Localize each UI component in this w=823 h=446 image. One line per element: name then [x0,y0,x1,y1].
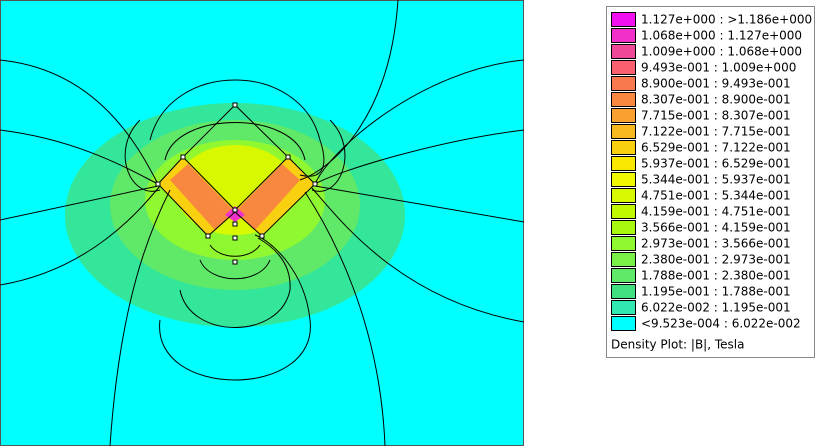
flux-line [199,259,271,280]
flux-line [304,191,386,446]
flux-line [0,59,159,185]
legend-swatch [611,220,636,235]
legend-swatch [611,124,636,139]
flux-line [209,244,261,257]
legend-label: 1.195e-001 : 1.788e-001 [641,285,791,299]
node [232,259,238,265]
legend-label: 1.009e+000 : 1.068e+000 [641,45,802,59]
magnet-hot [235,164,300,230]
flux-line [311,187,525,323]
legend-swatch [611,284,636,299]
legend-swatch [611,204,636,219]
flux-lines [0,0,525,446]
legend-swatch [611,268,636,283]
magnet-hot [170,164,235,230]
legend-swatch [611,316,636,331]
legend-label: <9.523e-004 : 6.022e-002 [641,317,801,331]
flux-line [0,129,159,185]
node [232,102,238,108]
legend-label: 1.127e+000 : >1.186e+000 [641,13,812,27]
node [180,154,186,160]
flux-line [149,79,325,177]
flux-line [109,189,171,446]
flux-line [159,234,311,381]
legend-label: 1.068e+000 : 1.127e+000 [641,29,802,43]
node [232,207,238,213]
flux-line [179,237,291,328]
legend-swatch [611,172,636,187]
legend-label: 1.788e-001 : 2.380e-001 [641,269,791,283]
legend-title: Density Plot: |B|, Tesla [611,338,744,352]
legend-label: 7.715e-001 : 8.307e-001 [641,109,791,123]
legend-label: 8.307e-001 : 8.900e-001 [641,93,791,107]
field-plot [0,0,525,446]
legend-swatch [611,92,636,107]
legend-swatch [611,28,636,43]
legend-swatch [611,156,636,171]
legend-swatch [611,44,636,59]
legend-label: 7.122e-001 : 7.715e-001 [641,125,791,139]
legend-label: 4.751e-001 : 5.344e-001 [641,189,791,203]
node [232,221,238,227]
magnet-peak [225,206,245,222]
flux-line [0,185,159,221]
node [312,181,318,187]
legend-label: 4.159e-001 : 4.751e-001 [641,205,791,219]
flux-line [164,122,306,161]
flux-line [311,119,346,192]
flux-line [299,0,399,181]
node [155,181,161,187]
nodes [155,102,318,265]
legend-swatch [611,12,636,27]
flux-line [314,59,525,185]
legend-swatch [611,60,636,75]
legend-swatch [611,236,636,251]
legend-swatch [611,140,636,155]
node [232,235,238,241]
legend-box [606,6,815,358]
legend-swatch [611,300,636,315]
legend-label: 8.900e-001 : 9.493e-001 [641,77,791,91]
legend-label: 5.344e-001 : 5.937e-001 [641,173,791,187]
legend-label: 2.973e-001 : 3.566e-001 [641,237,791,251]
flux-line [0,185,161,286]
legend-label: 6.022e-002 : 1.195e-001 [641,301,791,315]
node [285,154,291,160]
legend-swatch [611,252,636,267]
legend-swatch [611,76,636,91]
legend-label: 5.937e-001 : 6.529e-001 [641,157,791,171]
legend-swatch [611,108,636,123]
legend: Density Plot: |B|, Tesla 1.127e+000 : >1… [606,6,815,358]
legend-label: 3.566e-001 : 4.159e-001 [641,221,791,235]
legend-swatch [611,188,636,203]
flux-line [124,119,161,192]
flux-line [314,185,525,223]
legend-label: 9.493e-001 : 1.009e+000 [641,61,796,75]
node [205,233,211,239]
legend-label: 6.529e-001 : 7.122e-001 [641,141,791,155]
legend-label: 2.380e-001 : 2.973e-001 [641,253,791,267]
flux-line [314,129,525,185]
node [259,233,265,239]
